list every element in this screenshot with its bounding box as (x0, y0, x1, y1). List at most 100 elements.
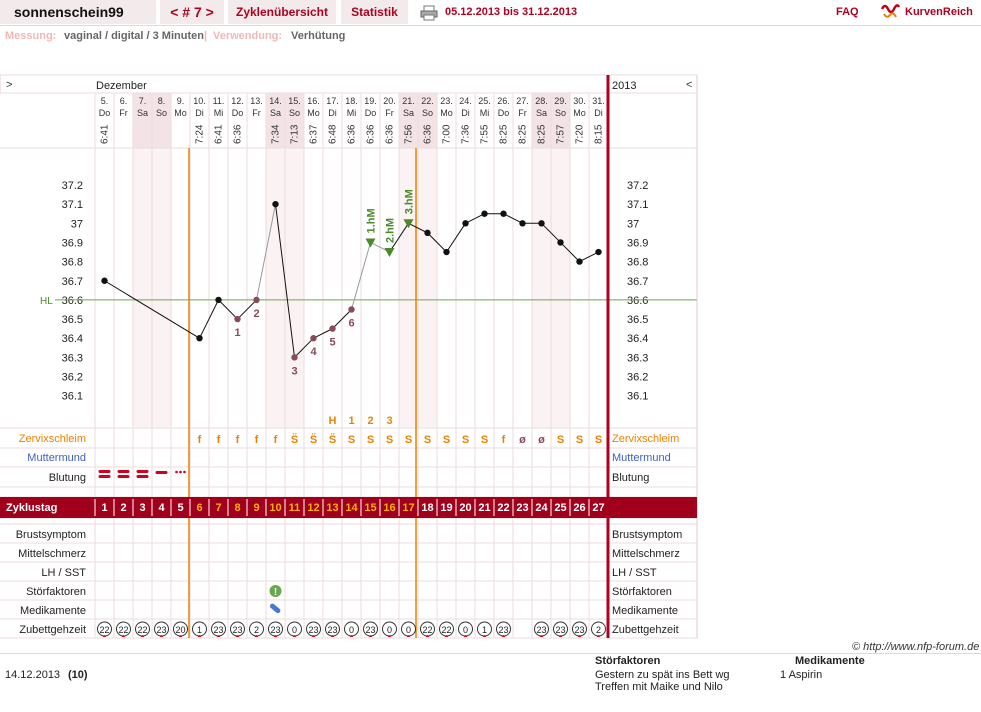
weekend-plot-shade (285, 148, 304, 428)
bleeding-mark (117, 470, 130, 473)
cycle-day-number: 15 (364, 502, 376, 514)
mucus-mark: S (595, 434, 602, 446)
bedtime-value: 0 (292, 625, 297, 635)
cycle-day-number: 21 (478, 502, 490, 514)
mucus-mark: S̈ (329, 433, 336, 446)
higher-measure-label: 1.hM (366, 208, 378, 233)
bleeding-mark (117, 475, 130, 478)
faq-link[interactable]: FAQ (836, 6, 859, 18)
temp-segment (465, 213, 485, 224)
bedtime-value: 23 (536, 625, 546, 635)
tab-cycle-overview[interactable]: Zyklenübersicht (228, 0, 336, 24)
bedtime-marker (178, 635, 183, 637)
cycle-day-number: 2 (120, 502, 126, 514)
mucus-mark: S (443, 434, 450, 446)
tab-statistics[interactable]: Statistik (341, 0, 408, 24)
weekend-plot-shade (399, 148, 418, 428)
date-range: 05.12.2013 bis 31.12.2013 (445, 6, 578, 18)
temp-segment (503, 213, 523, 224)
measure-time: 7:56 (404, 124, 415, 144)
measure-time: 8:25 (499, 124, 510, 144)
row-label-left: Brustsymptom (16, 529, 86, 541)
cycle-day-number: 10 (269, 502, 281, 514)
cycle-day-number: 20 (459, 502, 471, 514)
printer-icon[interactable] (420, 5, 438, 21)
measure-time: 6:48 (328, 124, 339, 144)
measure-time: 6:41 (100, 124, 111, 144)
low-count-label: 4 (310, 346, 317, 358)
row-label-left: Zervixschleim (19, 433, 86, 445)
cycle-day-number: 1 (101, 502, 107, 514)
low-count-label: 5 (329, 337, 335, 349)
mucus-mark: S (386, 434, 393, 446)
day-date: 13. (250, 96, 263, 106)
higher-measure-label: 2.hM (385, 218, 397, 243)
mucus-mark: S (405, 434, 412, 446)
bedtime-marker (368, 635, 373, 637)
cycle-navigator[interactable]: < # 7 > (160, 0, 224, 24)
measure-time: 6:37 (309, 124, 320, 144)
higher-measure-label: 3.hM (404, 189, 416, 214)
y-tick-right: 36.1 (627, 391, 648, 403)
bedtime-value: 22 (137, 625, 147, 635)
mucus-mark: f (502, 434, 506, 446)
weekend-header-shade (152, 93, 171, 148)
day-date: 10. (193, 96, 206, 106)
bleeding-mark (136, 475, 149, 478)
day-weekday: Mi (347, 108, 357, 118)
medication-header: Medikamente (795, 655, 865, 667)
y-tick-right: 36.5 (627, 314, 648, 326)
logo[interactable]: KurvenReich (880, 0, 980, 24)
temp-point (101, 277, 108, 284)
day-date: 21. (402, 96, 415, 106)
disturbance-header: Störfaktoren (595, 655, 661, 667)
day-date: 26. (497, 96, 510, 106)
bedtime-value: 0 (387, 625, 392, 635)
bedtime-value: 23 (308, 625, 318, 635)
temp-segment (332, 309, 352, 329)
bedtime-marker (121, 635, 126, 637)
measure-time: 6:41 (214, 124, 225, 144)
day-date: 12. (231, 96, 244, 106)
cycle-day-number: 24 (535, 502, 548, 514)
cycle-day-number: 4 (158, 502, 165, 514)
measure-time: 7:55 (480, 124, 491, 144)
y-tick-left: 36.5 (62, 314, 83, 326)
temp-point (234, 315, 241, 323)
weekend-plot-shade (532, 148, 551, 428)
bedtime-marker (463, 635, 468, 637)
cycle-day-number: 14 (345, 502, 358, 514)
bedtime-marker (159, 635, 164, 637)
bedtime-marker (216, 635, 221, 637)
month-label: Dezember (96, 80, 147, 92)
mucus-mark: f (198, 434, 202, 446)
bedtime-value: 0 (349, 625, 354, 635)
day-date: 24. (459, 96, 472, 106)
weekend-header-shade (418, 93, 437, 148)
row-label-left: Medikamente (20, 605, 86, 617)
temp-segment (199, 299, 219, 339)
bedtime-marker (292, 635, 297, 637)
weekend-plot-shade (551, 148, 570, 428)
bedtime-value: 22 (441, 625, 451, 635)
weekend-header-shade (399, 93, 418, 148)
weekend-plot-shade (152, 148, 171, 428)
bedtime-marker (311, 635, 316, 637)
day-weekday: Di (195, 108, 204, 118)
measurement-info: Messung: vaginal / digital / 3 Minuten |… (0, 30, 981, 44)
bedtime-value: 23 (270, 625, 280, 635)
measure-time: 8:25 (518, 124, 529, 144)
row-label-right: Brustsymptom (612, 529, 682, 541)
higher-temp-marker (403, 219, 414, 229)
temp-segment (218, 299, 238, 320)
cycle-day-number: 26 (573, 502, 585, 514)
usage-value: Verhütung (291, 30, 346, 42)
temp-point (538, 220, 545, 227)
cycle-day-number: 27 (592, 502, 604, 514)
y-tick-left: 37 (71, 218, 83, 230)
bedtime-value: 1 (197, 625, 202, 635)
spotting-dot (183, 470, 186, 474)
bleeding-mark (98, 470, 111, 473)
day-weekday: Mi (214, 108, 224, 118)
